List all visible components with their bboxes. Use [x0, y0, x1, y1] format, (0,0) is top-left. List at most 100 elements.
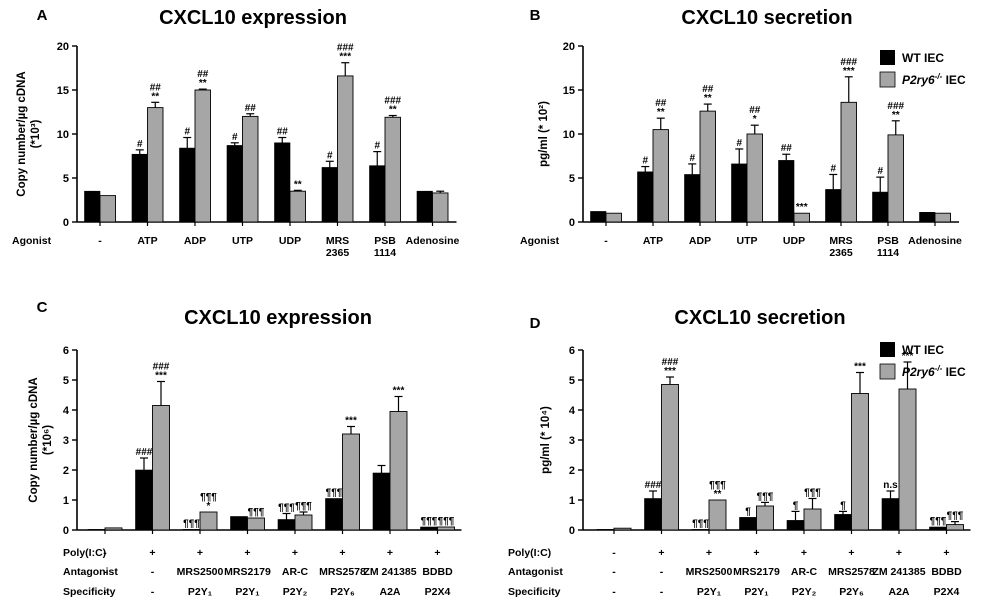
bar-wt: [590, 211, 607, 223]
significance-label: ¶¶¶: [326, 488, 343, 499]
x-category-label: BDBD: [422, 566, 453, 578]
bar-ko: [803, 508, 822, 531]
bar-wt: [420, 526, 438, 531]
bar-ko: [756, 505, 774, 531]
x-category-label: +: [706, 547, 712, 559]
x-category-label: +: [387, 547, 393, 559]
significance-label: #: [232, 132, 238, 143]
significance-label: **: [892, 110, 900, 121]
x-category-label: MRS: [326, 235, 349, 247]
x-category-label: ADP: [184, 235, 206, 247]
bar-ko: [289, 190, 306, 223]
significance-label: ###: [337, 43, 354, 54]
significance-label: ¶¶¶: [804, 488, 821, 499]
legend-swatch-ko: [879, 71, 896, 88]
significance-label: #: [736, 138, 742, 149]
x-category-label: +: [943, 547, 949, 559]
legend: WT IEC P2ry6-/- IEC: [879, 50, 966, 88]
bar-wt: [87, 529, 106, 531]
x-category-label: 2365: [326, 247, 350, 259]
significance-label: **: [199, 78, 207, 89]
bar-wt: [274, 142, 291, 223]
significance-label: ¶¶¶: [930, 516, 947, 527]
significance-label: ##: [749, 105, 761, 116]
y-tick-label: 6: [569, 345, 575, 357]
bar-wt: [372, 472, 391, 531]
x-category-label: +: [197, 547, 203, 559]
bar-wt: [881, 498, 900, 531]
significance-label: ***: [393, 386, 405, 397]
significance-label: ###: [662, 357, 679, 368]
x-category-label: +: [434, 547, 440, 559]
x-category-label: -: [103, 566, 107, 578]
bar-ko: [793, 212, 810, 223]
y-tick-label: 0: [569, 217, 575, 229]
chart-title: CXCL10 expression: [184, 307, 372, 329]
x-category-label: -: [660, 566, 664, 578]
bar-wt: [637, 171, 654, 223]
x-category-label: ATP: [643, 235, 663, 247]
bar-wt: [872, 191, 889, 223]
x-category-label: +: [149, 547, 155, 559]
bar-wt: [321, 167, 338, 223]
y-tick-label: 2: [569, 465, 575, 477]
y-tick-label: 0: [63, 525, 69, 537]
bar-ko: [613, 527, 632, 531]
x-category-label: MRS2179: [224, 566, 271, 578]
bar-wt: [919, 212, 936, 223]
legend-suffix: IEC: [942, 73, 966, 87]
x-category-label: A2A: [888, 586, 909, 598]
bar-ko: [898, 388, 917, 531]
bar-ko: [851, 393, 869, 531]
bar-wt: [929, 526, 947, 531]
x-category-label: +: [753, 547, 759, 559]
y-tick-label: 4: [569, 405, 576, 417]
bar-ko: [746, 133, 763, 223]
significance-label: ***: [854, 362, 866, 373]
y-tick-label: 3: [63, 435, 69, 447]
row-label: Agonist: [520, 235, 560, 247]
y-axis-label-line: Copy number/µg cDNA: [16, 71, 28, 196]
x-category-label: UTP: [737, 235, 758, 247]
significance-label: ¶¶¶: [757, 491, 774, 502]
legend-swatch-ko: [879, 363, 896, 380]
bar-ko: [840, 101, 857, 223]
significance-label: ¶¶¶: [947, 511, 964, 522]
x-category-label: -: [103, 586, 107, 598]
bar-ko: [437, 526, 455, 531]
panel-b: CXCL10 secretion B 0 5 10 15 20 pg/ml (* 10²) Ag…: [520, 7, 962, 259]
panel-a: CXCL10 expression A 0 5 10 15 20 Copy number/µg…: [12, 7, 459, 259]
significance-label: ###: [840, 57, 857, 68]
x-category-label: MRS2179: [733, 566, 780, 578]
x-category-label: -: [151, 586, 155, 598]
x-category-label: MRS: [829, 235, 852, 247]
significance-label: ##: [702, 84, 714, 95]
bar-wt: [277, 519, 296, 531]
bar-wt: [644, 498, 662, 531]
row-label: Antagonist: [63, 566, 118, 578]
significance-label: ¶¶¶: [200, 492, 217, 503]
significance-label: **: [714, 489, 722, 500]
significance-label: ##: [150, 82, 162, 93]
panel-c: CXCL10 expression C 0 1 2 3 4 5 6 Copy number/µg …: [28, 299, 462, 598]
bar-ko: [342, 433, 360, 531]
x-category-label: MRS2578: [319, 566, 366, 578]
bar-ko: [337, 75, 354, 223]
significance-label: ¶: [745, 506, 751, 517]
y-axis-label: pg/ml (* 10⁴): [540, 406, 552, 474]
significance-label: ***: [345, 416, 357, 427]
significance-label: #: [184, 127, 190, 138]
x-category-label: -: [151, 566, 155, 578]
significance-label: ¶¶¶: [692, 518, 709, 529]
x-category-label: -: [660, 586, 664, 598]
bar-wt: [825, 189, 842, 223]
bar-wt: [182, 529, 201, 531]
legend-gene-name: P2ry6: [902, 73, 935, 87]
significance-label: #: [877, 166, 883, 177]
bar-ko: [152, 405, 170, 531]
significance-label: *: [753, 114, 757, 125]
x-category-label: AR-C: [791, 566, 818, 578]
y-tick-label: 2: [63, 465, 69, 477]
bar-ko: [104, 527, 123, 531]
